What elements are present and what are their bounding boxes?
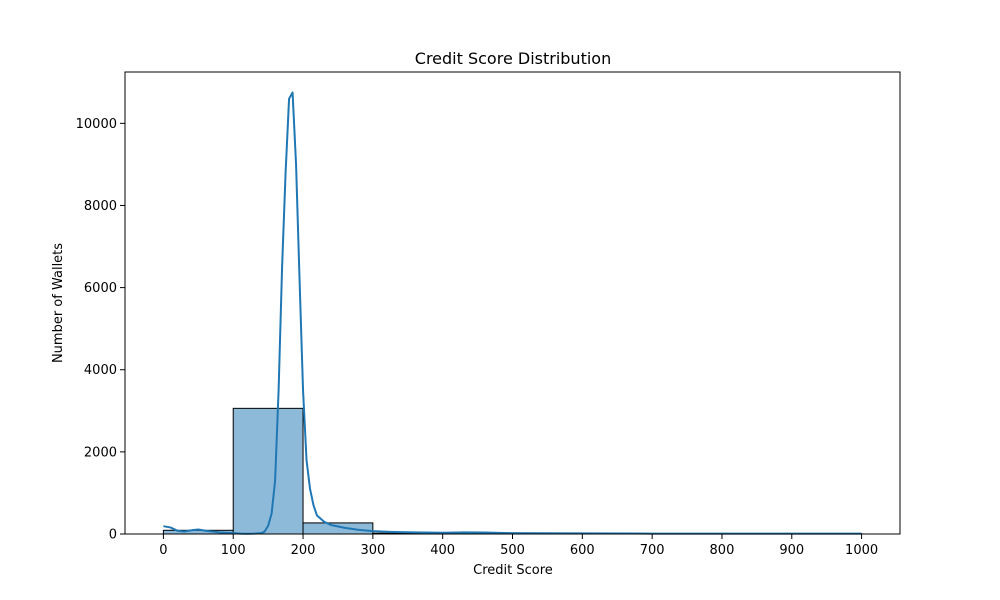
y-axis-ticks: 0 2000 4000 6000 8000 10000 [76,117,125,543]
x-axis-ticks: 0 100 200 300 400 500 600 700 800 900 1000 [159,534,878,558]
x-tick-label: 0 [159,543,167,558]
y-tick-label: 10000 [76,117,117,132]
chart-title: Credit Score Distribution [415,49,611,68]
y-axis-label: Number of Wallets [51,243,66,363]
y-tick-label: 8000 [84,199,117,214]
x-tick-label: 500 [500,543,525,558]
histogram-bar-2 [302,522,374,535]
x-tick-label: 600 [570,543,595,558]
y-tick-label: 4000 [84,363,117,378]
histogram-bar-1 [232,407,304,535]
x-tick-label: 700 [640,543,665,558]
kde-line [163,91,862,535]
plot-frame [124,71,901,535]
x-tick-label: 900 [779,543,804,558]
y-tick-label: 0 [109,528,117,543]
x-tick-label: 800 [710,543,735,558]
x-tick-label: 1000 [845,543,878,558]
y-tick-label: 6000 [84,281,117,296]
y-tick-label: 2000 [84,445,117,460]
x-tick-label: 100 [221,543,246,558]
x-axis-label: Credit Score [473,563,553,578]
x-tick-label: 200 [291,543,316,558]
x-tick-label: 300 [360,543,385,558]
x-tick-label: 400 [430,543,455,558]
